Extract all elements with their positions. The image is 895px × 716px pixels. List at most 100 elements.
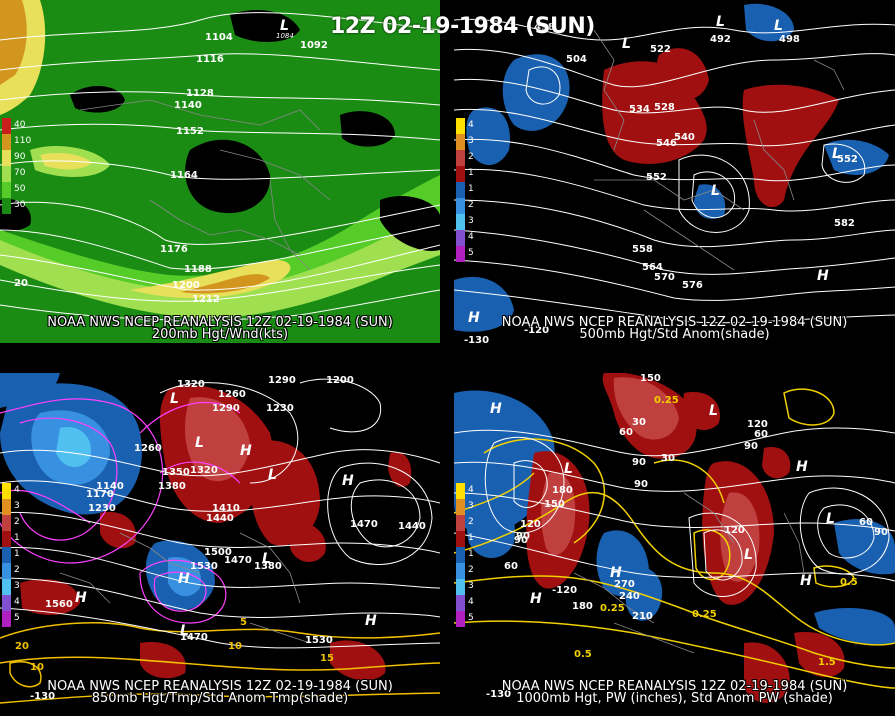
svg-text:1440: 1440 xyxy=(398,521,426,532)
svg-text:60: 60 xyxy=(859,517,873,528)
svg-text:120: 120 xyxy=(724,525,745,536)
svg-text:-120: -120 xyxy=(524,325,549,336)
legend-swatch xyxy=(456,214,465,230)
legend-label: 110 xyxy=(14,136,32,146)
legend-swatch xyxy=(456,230,465,246)
svg-text:H: H xyxy=(530,591,542,607)
legend-label: 5 xyxy=(14,613,20,623)
legend-row: 5 xyxy=(456,611,488,627)
svg-text:1320: 1320 xyxy=(190,465,218,476)
svg-text:H: H xyxy=(240,443,252,459)
svg-text:498: 498 xyxy=(534,22,555,33)
svg-text:L: L xyxy=(180,623,189,639)
svg-text:90: 90 xyxy=(514,535,528,546)
svg-text:0.25: 0.25 xyxy=(600,603,625,614)
svg-text:0.25: 0.25 xyxy=(692,609,717,620)
legend-swatch xyxy=(456,531,465,547)
svg-text:90: 90 xyxy=(634,479,648,490)
svg-text:15: 15 xyxy=(320,653,334,664)
svg-text:552: 552 xyxy=(837,154,858,165)
svg-text:10: 10 xyxy=(30,662,44,673)
legend-swatch xyxy=(456,166,465,182)
legend-swatch xyxy=(456,118,465,134)
legend-row: 3 xyxy=(456,134,488,150)
svg-text:504: 504 xyxy=(566,54,587,65)
legend-label: 2 xyxy=(468,200,474,210)
svg-text:1470: 1470 xyxy=(224,555,252,566)
legend-label: 4 xyxy=(468,485,474,495)
svg-text:1290: 1290 xyxy=(268,375,296,386)
svg-text:564: 564 xyxy=(642,262,663,273)
svg-text:240: 240 xyxy=(619,591,640,602)
legend-label: 1 xyxy=(468,184,474,194)
svg-text:60: 60 xyxy=(754,429,768,440)
svg-text:-120: -120 xyxy=(552,585,577,596)
svg-text:60: 60 xyxy=(619,427,633,438)
svg-text:270: 270 xyxy=(614,579,635,590)
panel-1000mb: 150 0.25 30 60 90 30 120 180 150 120 90 90 120… xyxy=(454,373,895,716)
svg-text:90: 90 xyxy=(516,531,530,542)
svg-text:534: 534 xyxy=(629,104,650,115)
legend-row: 3 xyxy=(456,499,488,515)
svg-text:L: L xyxy=(170,391,179,407)
legend-row: 1 xyxy=(2,531,34,547)
panel-subtitle: 500mb Hgt/Std Anom(shade) xyxy=(579,327,770,342)
panel-subtitle: 1000mb Hgt, PW (inches), Std Anom PW (sh… xyxy=(516,691,833,706)
legend-1000mb: 4 3 2 1 1 2 3 4 5 xyxy=(456,483,488,627)
svg-text:5: 5 xyxy=(240,617,247,628)
svg-text:-130: -130 xyxy=(464,335,489,343)
svg-text:L: L xyxy=(774,18,783,34)
legend-swatch xyxy=(2,547,11,563)
svg-text:L: L xyxy=(711,183,720,199)
legend-swatch xyxy=(456,182,465,198)
legend-swatch xyxy=(456,595,465,611)
legend-label: 70 xyxy=(14,168,26,178)
svg-text:1260: 1260 xyxy=(134,443,162,454)
svg-text:L: L xyxy=(195,435,204,451)
legend-row: 1 xyxy=(456,531,488,547)
svg-text:L: L xyxy=(744,547,753,563)
svg-text:1410: 1410 xyxy=(212,503,240,514)
main-title: 12Z 02-19-1984 (SUN) xyxy=(330,14,595,39)
legend-swatch xyxy=(2,611,11,627)
panel-credit: NOAA NWS NCEP REANALYSIS 12Z 02-19-1984 … xyxy=(47,679,393,694)
legend-swatch xyxy=(456,198,465,214)
svg-text:H: H xyxy=(800,573,812,589)
svg-text:H: H xyxy=(75,590,87,606)
svg-text:1470: 1470 xyxy=(180,632,208,643)
svg-text:1380: 1380 xyxy=(254,561,282,572)
svg-text:L: L xyxy=(622,36,631,52)
svg-text:90: 90 xyxy=(874,527,888,538)
legend-row: 3 xyxy=(2,499,34,515)
legend-row: 3 xyxy=(2,579,34,595)
legend-row: 4 xyxy=(2,595,34,611)
svg-text:1530: 1530 xyxy=(190,561,218,572)
legend-label: 1 xyxy=(468,549,474,559)
legend-label: 2 xyxy=(468,152,474,162)
legend-label: 3 xyxy=(468,581,474,591)
svg-text:120: 120 xyxy=(520,519,541,530)
svg-text:546: 546 xyxy=(656,138,677,149)
svg-text:1290: 1290 xyxy=(212,403,240,414)
legend-swatch xyxy=(2,579,11,595)
legend-row: 5 xyxy=(456,246,488,262)
svg-text:L: L xyxy=(268,467,277,483)
svg-text:1560: 1560 xyxy=(45,599,73,610)
svg-text:H: H xyxy=(817,268,829,284)
legend-label: 50 xyxy=(14,184,26,194)
legend-row: 1 xyxy=(456,166,488,182)
legend-row: 2 xyxy=(2,563,34,579)
legend-swatch xyxy=(456,246,465,262)
map-200mb xyxy=(0,0,440,343)
legend-swatch xyxy=(2,499,11,515)
legend-row: 2 xyxy=(456,515,488,531)
legend-label: 1 xyxy=(468,533,474,543)
legend-swatch xyxy=(2,515,11,531)
legend-850mb: 4 3 2 1 1 2 3 4 5 xyxy=(2,483,34,627)
legend-label: 1 xyxy=(14,533,20,543)
legend-row: 50 xyxy=(2,182,34,198)
svg-text:1140: 1140 xyxy=(96,481,124,492)
legend-label: 3 xyxy=(468,136,474,146)
legend-label: 1 xyxy=(468,168,474,178)
